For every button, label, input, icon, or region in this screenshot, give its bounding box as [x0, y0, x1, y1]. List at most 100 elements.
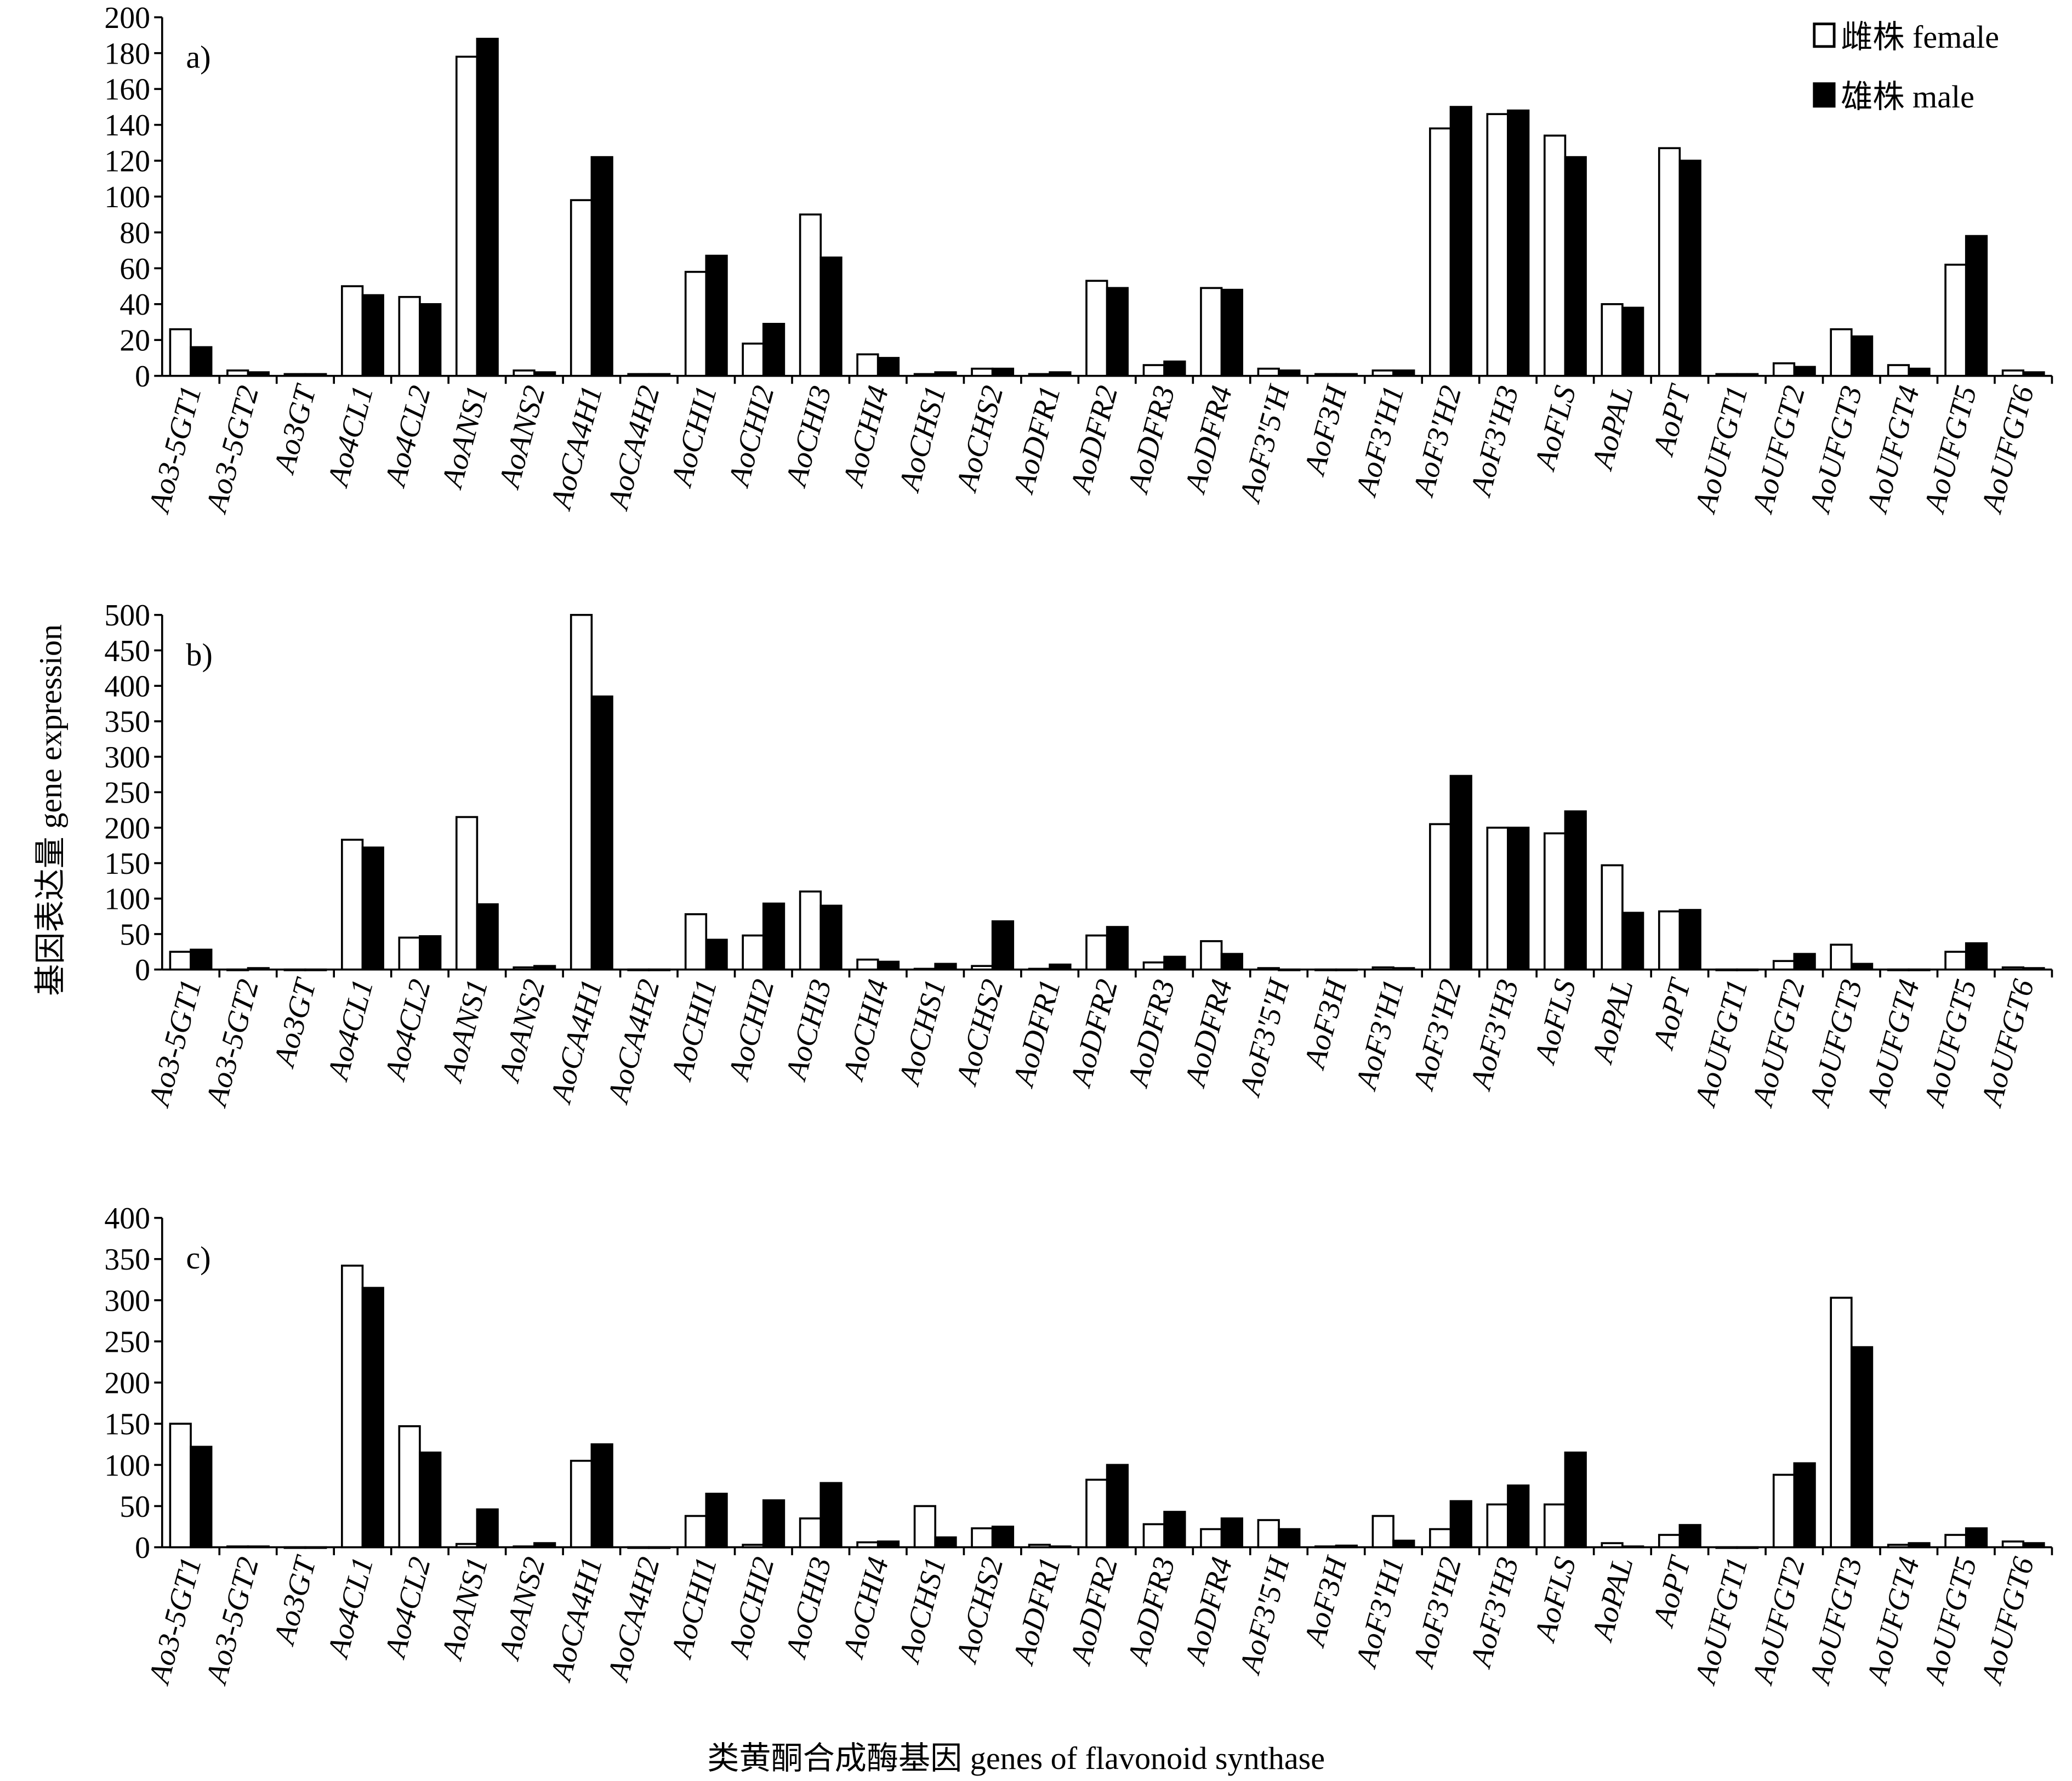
- bar-female-AoPT: [1658, 1534, 1681, 1549]
- x-tick-label: AoCA4H2: [601, 976, 667, 1108]
- x-tick-label: AoFLS: [1527, 1554, 1583, 1646]
- x-tick-label: Ao3-5GT1: [141, 976, 208, 1111]
- x-tick-label: AoDFR4: [1177, 976, 1239, 1091]
- bar-male-AoUFGT4: [1908, 367, 1931, 377]
- bar-female-AoCHI1: [684, 913, 708, 971]
- y-tick-label: 0: [135, 953, 150, 987]
- x-tick-label: AoUFGT6: [1974, 976, 2041, 1111]
- x-tick-label: AoDFR3: [1120, 976, 1182, 1091]
- bar-male-AoCHI1: [705, 938, 728, 971]
- bar-male-Ao3GT: [304, 373, 327, 377]
- bar-male-AoANS2: [533, 371, 556, 377]
- bar-male-AoF3'H2: [1449, 775, 1472, 971]
- x-tick-label: AoCHI1: [664, 382, 724, 491]
- panel-title: c): [186, 1240, 210, 1276]
- x-tick-label: AoCHI3: [778, 976, 838, 1085]
- bar-female-AoCHI1: [684, 271, 708, 377]
- bar-female-AoUFGT4: [1887, 1544, 1910, 1549]
- x-tick-label: AoCHI4: [836, 976, 896, 1085]
- x-tick-label: AoF3'H3: [1463, 976, 1525, 1095]
- x-tick-label: AoCA4H2: [601, 1554, 667, 1686]
- x-tick-label: AoCHS2: [949, 382, 1010, 496]
- x-tick-label: AoUFGT5: [1917, 976, 1984, 1111]
- bar-male-AoUFGT5: [1965, 1527, 1988, 1549]
- bar-female-AoUFGT2: [1772, 960, 1796, 971]
- bar-female-AoUFGT2: [1772, 1473, 1796, 1549]
- bar-female-AoF3'H3: [1486, 1503, 1509, 1549]
- bar-male-AoUFGT4: [1908, 1542, 1931, 1549]
- x-tick-label: AoPAL: [1585, 382, 1640, 474]
- bar-male-Ao4CL1: [361, 846, 384, 971]
- panel-title: b): [186, 637, 212, 673]
- bar-female-Ao3-5GT2: [226, 1545, 249, 1549]
- bar-male-Ao4CL2: [419, 303, 442, 377]
- bar-male-AoCA4H2: [648, 1546, 671, 1549]
- x-tick-label: AoF3H: [1297, 1552, 1354, 1651]
- bar-male-AoF3'H1: [1392, 369, 1415, 377]
- bar-male-Ao3-5GT2: [247, 1545, 270, 1549]
- x-tick-label: AoUFGT4: [1859, 976, 1926, 1111]
- bar-female-AoCHS1: [913, 1505, 937, 1549]
- bar-female-AoF3'H2: [1429, 1528, 1452, 1549]
- y-tick-label: 100: [104, 883, 150, 917]
- bar-male-AoF3H: [1335, 373, 1358, 377]
- y-tick-label: 40: [119, 288, 150, 322]
- bar-female-AoUFGT5: [1944, 951, 1967, 971]
- bar-male-AoCHS2: [991, 1526, 1015, 1549]
- bar-male-Ao3-5GT2: [247, 371, 270, 377]
- bar-female-AoUFGT3: [1830, 943, 1853, 971]
- bar-female-AoDFR4: [1200, 1528, 1223, 1549]
- x-tick-label: AoF3'H2: [1406, 1554, 1468, 1672]
- bar-female-Ao3-5GT1: [169, 328, 192, 377]
- x-tick-label: AoUFGT5: [1917, 382, 1984, 517]
- x-tick-label: AoUFGT5: [1917, 1554, 1984, 1689]
- bar-male-AoDFR1: [1049, 963, 1072, 971]
- bar-male-AoDFR1: [1049, 371, 1072, 377]
- bar-female-AoCHS2: [971, 965, 994, 971]
- bar-female-AoDFR1: [1028, 373, 1051, 377]
- bar-female-AoF3'H3: [1486, 113, 1509, 377]
- bar-male-AoCHI4: [876, 960, 900, 971]
- bar-male-AoUFGT6: [2022, 371, 2045, 377]
- x-tick-label: AoCHS1: [892, 382, 953, 496]
- bar-male-AoUFGT6: [2022, 967, 2045, 971]
- bar-female-AoANS2: [513, 369, 536, 377]
- bar-female-AoANS1: [455, 55, 479, 377]
- panel-title: a): [186, 39, 210, 75]
- bar-male-AoDFR2: [1106, 287, 1129, 377]
- bar-male-AoUFGT1: [1736, 373, 1759, 377]
- bar-female-AoDFR3: [1142, 1523, 1165, 1549]
- x-tick-label: AoCHI1: [664, 976, 724, 1085]
- bar-male-AoCHI3: [819, 256, 843, 377]
- x-tick-label: AoUFGT4: [1859, 382, 1926, 517]
- bar-male-AoCHI3: [819, 1482, 843, 1549]
- x-tick-label: AoFLS: [1527, 976, 1583, 1068]
- y-tick-label: 400: [104, 1202, 150, 1236]
- bar-female-AoCHI2: [742, 1544, 765, 1549]
- y-tick-label: 160: [104, 73, 150, 107]
- x-tick-label: AoDFR1: [1006, 976, 1067, 1091]
- bar-female-Ao3-5GT2: [226, 369, 249, 377]
- bar-female-AoFLS: [1543, 1503, 1567, 1549]
- x-tick-label: AoANS1: [435, 382, 495, 493]
- y-tick-label: 150: [104, 1408, 150, 1442]
- bar-male-AoUFGT2: [1793, 1462, 1816, 1549]
- bar-male-AoCA4H1: [590, 156, 613, 377]
- x-tick-label: AoCA4H1: [543, 1554, 609, 1686]
- x-tick-label: Ao4CL1: [320, 976, 380, 1085]
- bar-female-AoF3'5'H: [1257, 1519, 1280, 1549]
- legend-label-male: 雄株 male: [1841, 79, 1974, 115]
- bar-female-AoUFGT1: [1715, 1546, 1738, 1549]
- bar-female-AoF3'H1: [1371, 1515, 1394, 1549]
- y-tick-label: 100: [104, 180, 150, 214]
- bar-female-AoPAL: [1601, 864, 1624, 971]
- y-tick-label: 300: [104, 1284, 150, 1318]
- bar-male-AoDFR1: [1049, 1545, 1072, 1549]
- bar-female-Ao3GT: [283, 373, 306, 377]
- x-tick-label: AoCA4H1: [543, 382, 609, 514]
- bar-female-AoUFGT4: [1887, 364, 1910, 377]
- bar-male-AoDFR2: [1106, 926, 1129, 971]
- x-tick-label: AoUFGT1: [1688, 976, 1755, 1111]
- x-tick-label: AoUFGT2: [1745, 1554, 1812, 1689]
